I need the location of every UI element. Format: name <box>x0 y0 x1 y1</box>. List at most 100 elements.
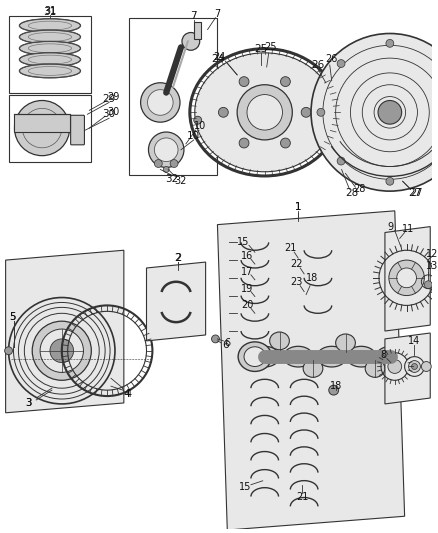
Bar <box>194 22 201 39</box>
Circle shape <box>40 329 84 373</box>
Text: 15: 15 <box>237 237 249 247</box>
Ellipse shape <box>283 346 313 367</box>
Text: 15: 15 <box>239 482 251 492</box>
Ellipse shape <box>19 30 81 44</box>
Bar <box>9 16 92 93</box>
Circle shape <box>388 360 402 374</box>
Text: 23: 23 <box>290 277 303 287</box>
Polygon shape <box>385 333 430 404</box>
Text: 7: 7 <box>214 9 221 19</box>
Text: 10: 10 <box>194 121 206 131</box>
Ellipse shape <box>346 346 376 367</box>
Circle shape <box>424 281 432 289</box>
Ellipse shape <box>323 102 345 122</box>
Circle shape <box>170 159 178 167</box>
Ellipse shape <box>19 53 81 67</box>
Ellipse shape <box>19 19 81 33</box>
Ellipse shape <box>195 53 335 172</box>
Text: 20: 20 <box>241 301 253 310</box>
Circle shape <box>237 85 292 140</box>
Circle shape <box>341 111 346 117</box>
Circle shape <box>212 335 219 343</box>
Circle shape <box>280 138 290 148</box>
Ellipse shape <box>376 346 406 367</box>
Text: 7: 7 <box>191 11 197 21</box>
Circle shape <box>421 361 431 372</box>
Bar <box>391 351 420 361</box>
Text: 6: 6 <box>222 340 229 350</box>
Text: 24: 24 <box>213 52 226 62</box>
Circle shape <box>154 159 162 167</box>
Circle shape <box>434 157 438 165</box>
Text: 22: 22 <box>290 259 303 269</box>
Ellipse shape <box>238 342 272 372</box>
Ellipse shape <box>315 95 353 129</box>
FancyBboxPatch shape <box>71 115 85 145</box>
Ellipse shape <box>303 360 323 377</box>
Circle shape <box>389 260 424 296</box>
Text: 32: 32 <box>166 174 179 184</box>
Text: 5: 5 <box>9 312 16 322</box>
Text: 25: 25 <box>254 44 268 54</box>
Text: 9: 9 <box>388 222 394 232</box>
Bar <box>9 94 92 161</box>
Ellipse shape <box>365 360 385 377</box>
Circle shape <box>378 101 402 124</box>
Text: 10: 10 <box>187 131 200 141</box>
Circle shape <box>239 138 249 148</box>
Polygon shape <box>146 262 205 341</box>
Circle shape <box>337 60 345 68</box>
Text: 6: 6 <box>224 338 230 348</box>
Circle shape <box>32 321 92 380</box>
Text: 1: 1 <box>295 202 301 212</box>
Text: 4: 4 <box>124 389 130 399</box>
Ellipse shape <box>19 42 81 55</box>
Text: 30: 30 <box>102 109 116 119</box>
Polygon shape <box>6 251 124 413</box>
Circle shape <box>163 166 169 172</box>
Circle shape <box>154 138 178 161</box>
Ellipse shape <box>244 347 266 367</box>
Text: 21: 21 <box>296 491 308 502</box>
Circle shape <box>386 39 394 47</box>
Ellipse shape <box>19 64 81 78</box>
Ellipse shape <box>329 108 339 117</box>
Text: 29: 29 <box>102 93 116 103</box>
Circle shape <box>219 107 228 117</box>
Text: 14: 14 <box>408 336 420 346</box>
Bar <box>14 114 70 132</box>
Text: 31: 31 <box>44 6 56 16</box>
Text: 18: 18 <box>329 381 342 391</box>
Circle shape <box>405 357 424 376</box>
Text: 27: 27 <box>408 188 421 198</box>
Text: 26: 26 <box>311 60 325 70</box>
Text: 12: 12 <box>426 249 438 259</box>
Text: 25: 25 <box>265 42 277 52</box>
Bar <box>405 353 422 359</box>
Circle shape <box>409 361 420 373</box>
Polygon shape <box>217 211 405 530</box>
Circle shape <box>14 101 70 156</box>
Polygon shape <box>385 227 430 331</box>
Circle shape <box>386 177 394 185</box>
Circle shape <box>337 157 345 165</box>
Text: 30: 30 <box>107 107 119 117</box>
Circle shape <box>280 77 290 86</box>
Circle shape <box>247 94 283 130</box>
Text: 2: 2 <box>175 253 181 263</box>
Circle shape <box>239 77 249 86</box>
Text: 24: 24 <box>211 54 224 64</box>
Text: 18: 18 <box>306 273 318 283</box>
Ellipse shape <box>317 346 346 367</box>
Text: 19: 19 <box>241 284 253 294</box>
Text: 2: 2 <box>175 253 181 263</box>
Circle shape <box>412 364 417 369</box>
Circle shape <box>301 107 311 117</box>
Text: 17: 17 <box>241 267 253 277</box>
Circle shape <box>329 385 339 395</box>
Circle shape <box>141 83 180 122</box>
Text: 29: 29 <box>107 92 119 102</box>
Text: 3: 3 <box>25 398 32 408</box>
Text: 11: 11 <box>403 223 415 233</box>
Text: 21: 21 <box>284 243 297 253</box>
